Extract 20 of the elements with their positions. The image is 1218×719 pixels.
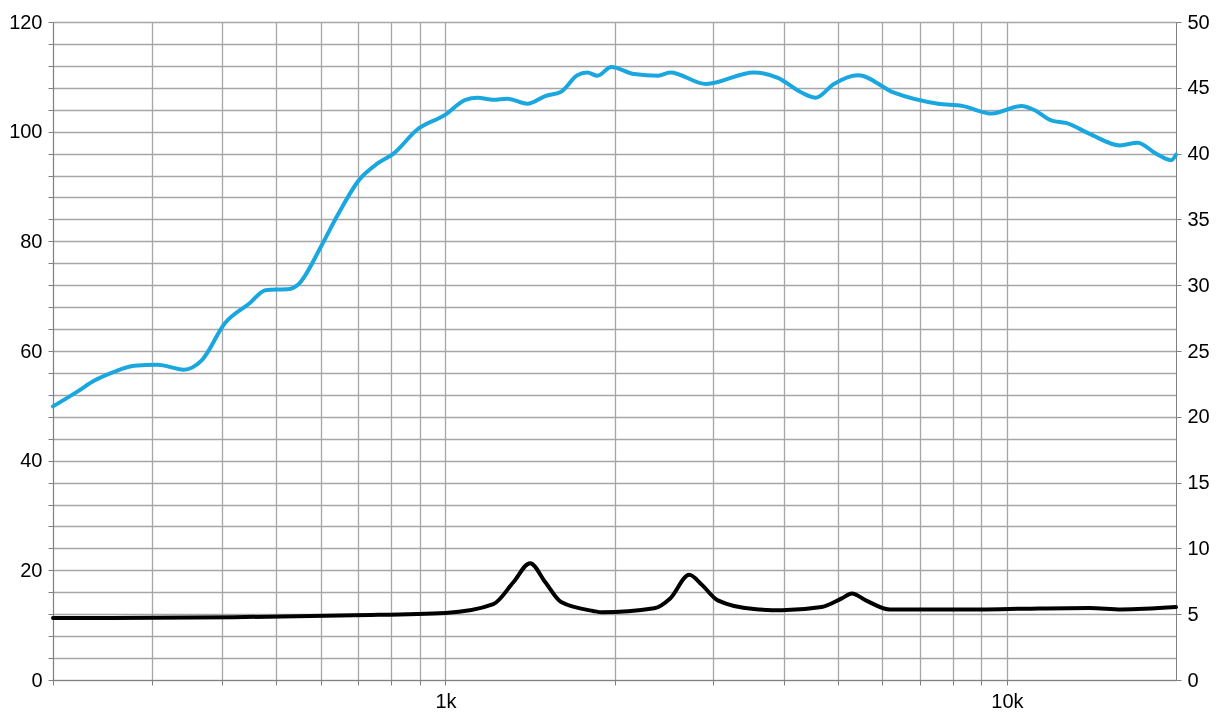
y-tick-label: 40 xyxy=(20,449,43,472)
y2-tick-label: 40 xyxy=(1187,142,1210,165)
y-tick-label: 60 xyxy=(20,339,43,362)
y2-tick-label: 0 xyxy=(1187,668,1199,691)
y2-tick-label: 5 xyxy=(1187,602,1199,625)
y2-tick-label: 45 xyxy=(1187,76,1210,99)
y-tick-label: 100 xyxy=(9,120,43,143)
y-tick-label: 0 xyxy=(31,668,43,691)
y-tick-label: 80 xyxy=(20,229,43,252)
y2-tick-label: 30 xyxy=(1187,273,1210,296)
y-tick-label: 20 xyxy=(20,558,43,581)
y-tick-label: 120 xyxy=(9,10,43,33)
y2-tick-label: 25 xyxy=(1187,339,1210,362)
x-tick-label: 1k xyxy=(435,689,458,712)
y2-tick-label: 20 xyxy=(1187,405,1210,428)
y2-tick-label: 50 xyxy=(1187,10,1210,33)
y2-tick-label: 15 xyxy=(1187,471,1210,494)
y2-tick-label: 10 xyxy=(1187,536,1210,559)
y2-tick-label: 35 xyxy=(1187,207,1210,230)
x-tick-label: 10k xyxy=(991,689,1025,712)
